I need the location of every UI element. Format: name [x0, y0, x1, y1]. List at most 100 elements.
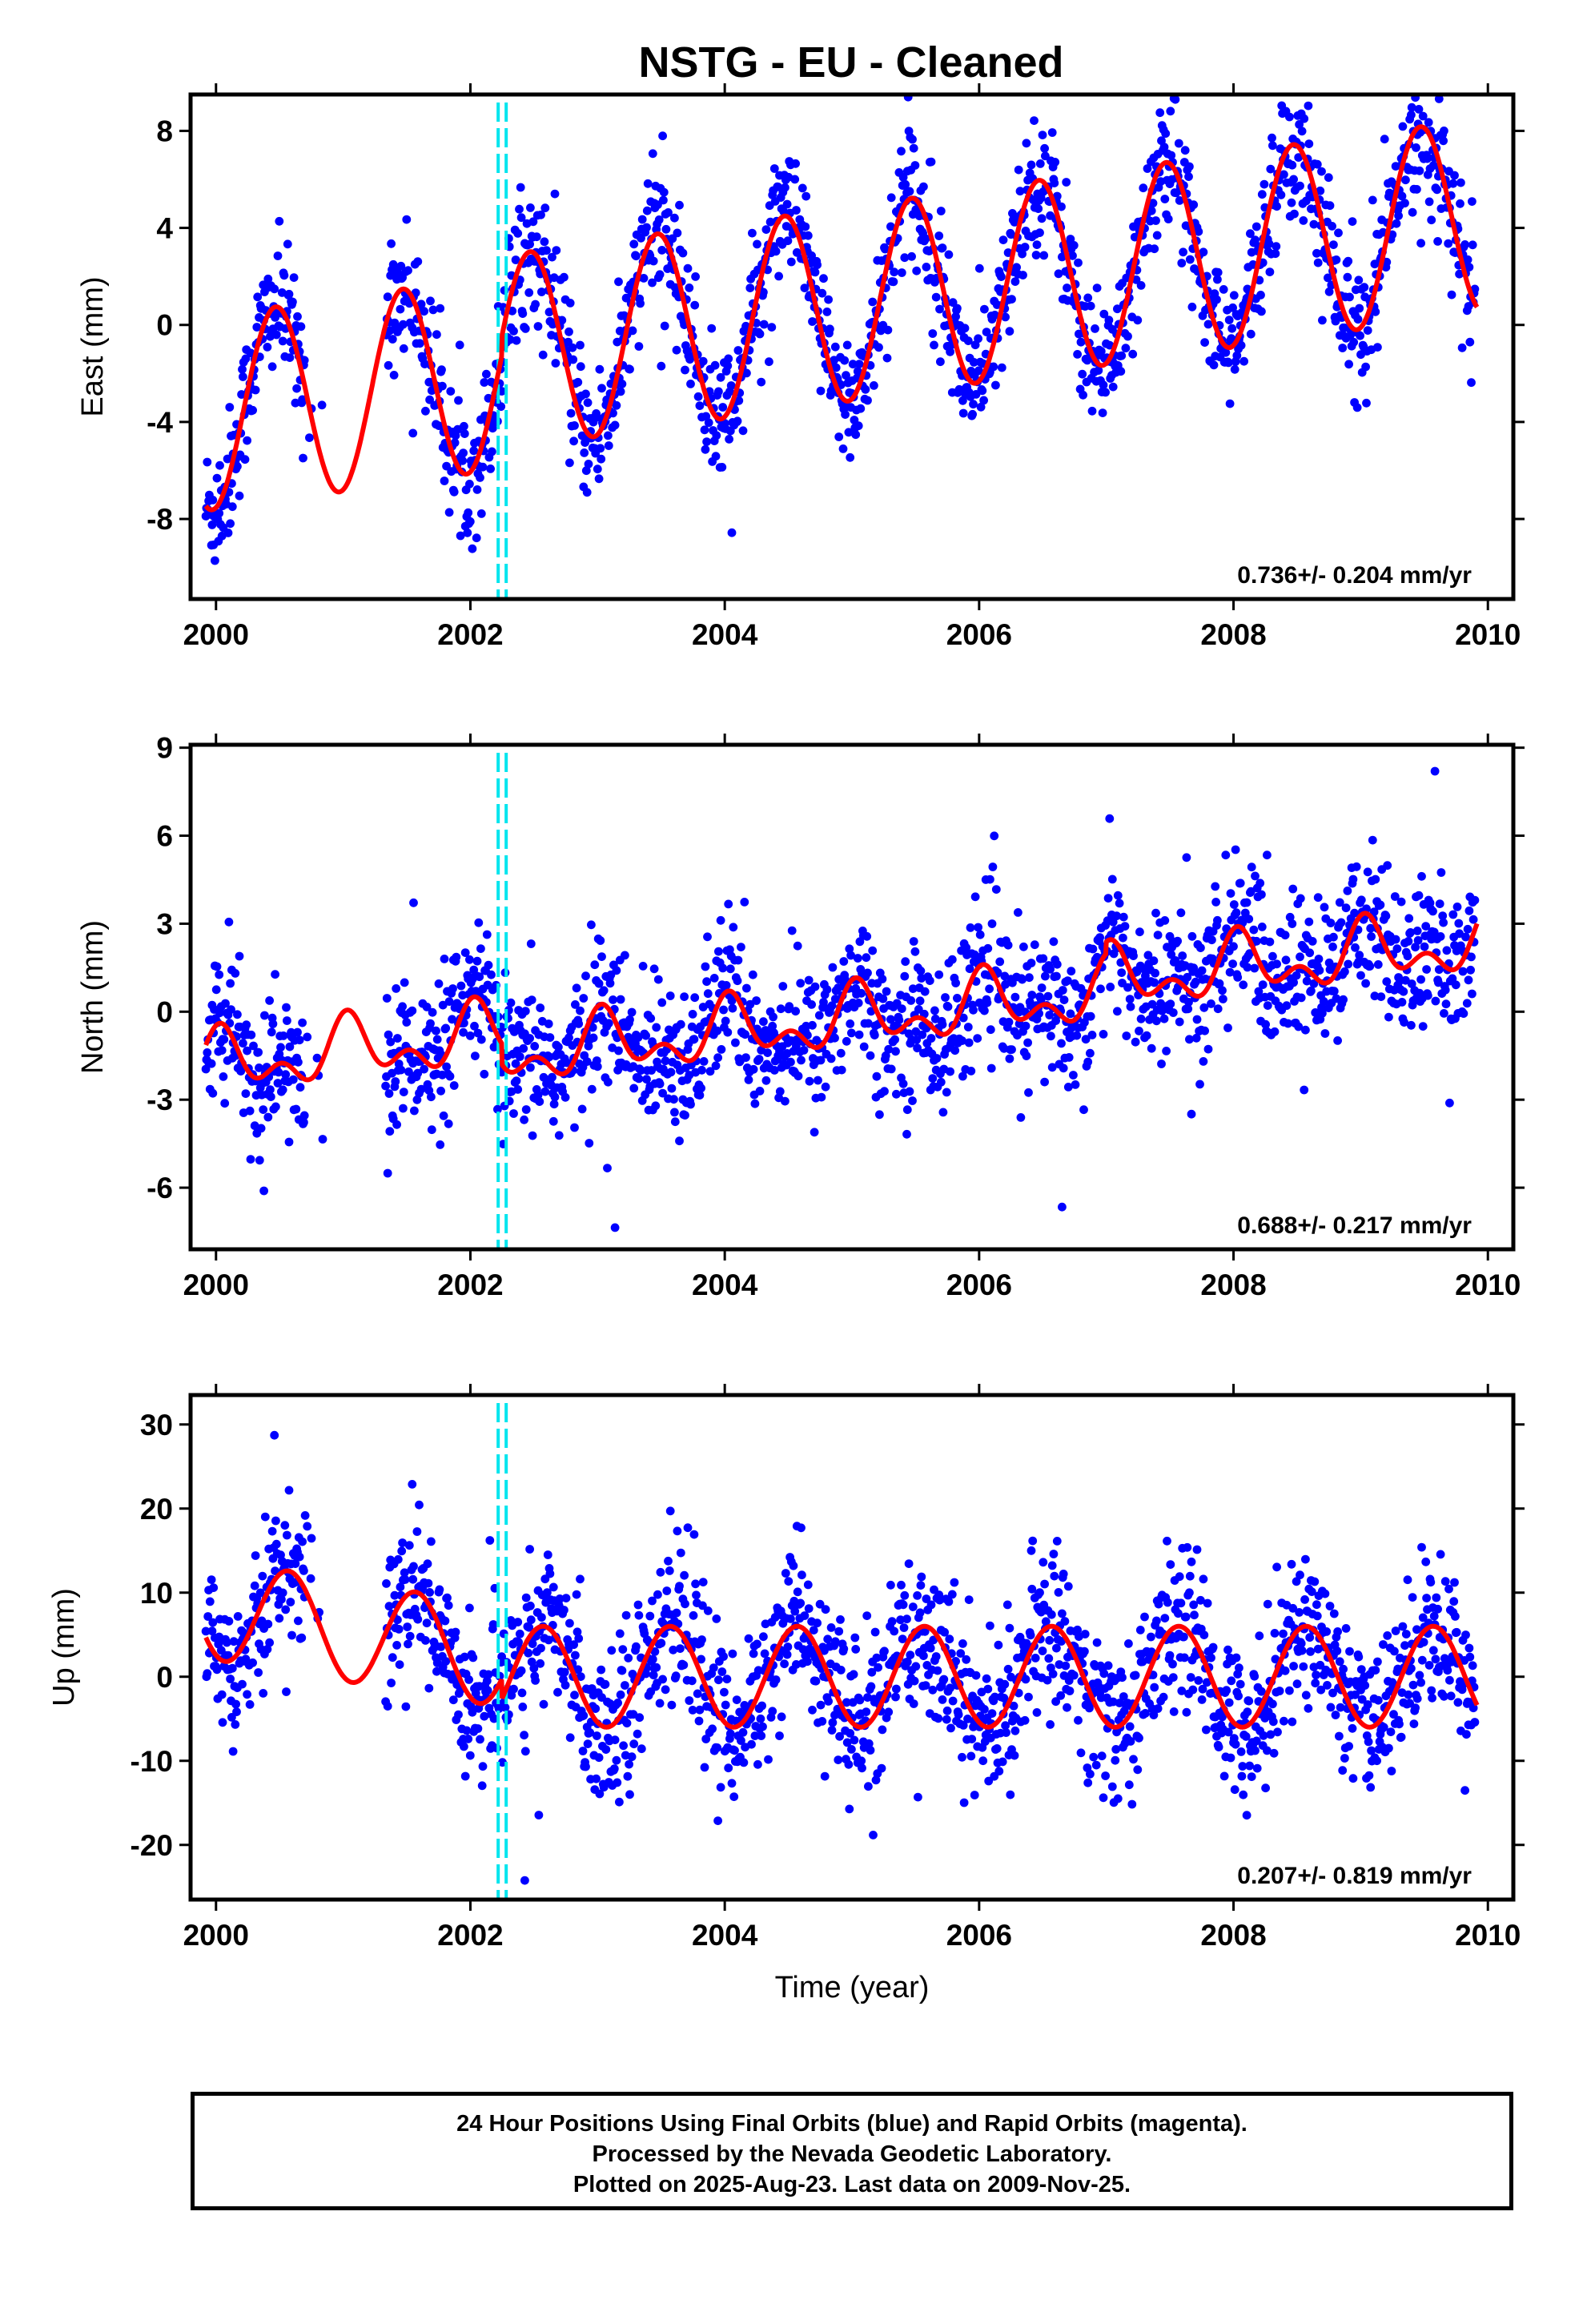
data-point [1296, 952, 1304, 962]
data-point [1028, 1536, 1038, 1546]
data-point [1202, 1678, 1211, 1687]
data-point [1470, 284, 1480, 294]
data-point [966, 1751, 976, 1761]
data-point [931, 292, 941, 302]
data-point [926, 1600, 936, 1610]
data-point [1021, 1675, 1031, 1684]
data-point [1397, 998, 1407, 1007]
data-point [388, 335, 397, 344]
data-point [519, 1043, 528, 1053]
data-point [1024, 1088, 1033, 1097]
data-point [476, 1735, 484, 1744]
data-point [983, 1684, 993, 1694]
data-point [1460, 240, 1469, 249]
data-point [1416, 975, 1425, 984]
data-point [1054, 269, 1063, 279]
data-point [1171, 956, 1180, 965]
data-point [539, 1699, 548, 1709]
data-point [1309, 979, 1319, 988]
data-point [980, 1705, 989, 1714]
data-point [761, 225, 771, 234]
data-point [1155, 108, 1165, 118]
data-point [1188, 1685, 1198, 1695]
data-point [1228, 959, 1237, 968]
data-point [1184, 172, 1193, 182]
data-point [299, 356, 309, 365]
data-point [922, 263, 931, 271]
data-point [1046, 1720, 1055, 1729]
data-point [1431, 996, 1440, 1006]
data-point [738, 1727, 748, 1737]
data-point [622, 1719, 632, 1728]
data-point [1373, 343, 1382, 352]
data-point [289, 273, 299, 282]
data-point [897, 268, 906, 277]
data-point [634, 1610, 644, 1620]
data-point [604, 1077, 613, 1087]
data-point [890, 1035, 899, 1044]
data-point [601, 1679, 610, 1689]
data-point [424, 1578, 433, 1588]
data-point [1182, 1707, 1191, 1717]
data-point [1179, 1653, 1189, 1663]
data-point [398, 1538, 407, 1547]
data-point [441, 1657, 451, 1666]
data-point [725, 1729, 735, 1739]
data-point [1133, 316, 1143, 325]
data-point [1296, 993, 1306, 1003]
data-point [1441, 999, 1451, 1009]
data-point [299, 1118, 308, 1127]
data-point [658, 1088, 667, 1098]
data-point [278, 336, 287, 346]
data-point [1355, 951, 1364, 960]
data-point [1020, 243, 1030, 251]
data-point [965, 964, 974, 974]
data-point [760, 1649, 769, 1659]
data-point [601, 1745, 611, 1755]
data-point [1054, 1588, 1063, 1597]
data-point [553, 1687, 562, 1697]
data-point [1207, 935, 1216, 945]
data-point [868, 297, 878, 307]
data-point [625, 1015, 634, 1024]
data-point [1420, 942, 1429, 951]
data-point [1304, 917, 1314, 927]
data-point [401, 1702, 411, 1711]
data-point [1014, 908, 1022, 917]
data-point [757, 1701, 766, 1711]
data-point [263, 1645, 272, 1654]
data-point [1160, 195, 1170, 203]
data-point [669, 1095, 678, 1104]
data-point [271, 1516, 280, 1526]
data-point [698, 356, 708, 366]
data-point [203, 457, 212, 467]
data-point [769, 1066, 779, 1075]
data-point [1066, 1009, 1075, 1019]
data-point [554, 1043, 563, 1051]
x-tick-label: 2000 [183, 618, 249, 651]
data-point [737, 943, 745, 951]
data-point [436, 304, 445, 313]
data-point [399, 1104, 408, 1113]
data-point [582, 1057, 592, 1066]
data-point [270, 284, 279, 294]
data-point [761, 1076, 771, 1085]
data-point [1458, 967, 1468, 976]
data-point [595, 1789, 605, 1799]
data-point [1280, 931, 1290, 940]
data-point [866, 1746, 875, 1755]
data-point [517, 1688, 527, 1698]
data-point [1024, 1692, 1033, 1702]
data-point [892, 1089, 901, 1099]
data-point [721, 1700, 730, 1710]
data-point [809, 1626, 818, 1634]
data-point [1161, 129, 1171, 139]
data-point [1231, 1739, 1240, 1749]
data-point [217, 1046, 227, 1055]
data-point [748, 228, 757, 238]
data-point [922, 1594, 931, 1603]
data-point [579, 1711, 589, 1720]
data-point [1168, 1673, 1178, 1683]
data-point [1316, 1685, 1326, 1695]
data-point [1177, 259, 1187, 267]
